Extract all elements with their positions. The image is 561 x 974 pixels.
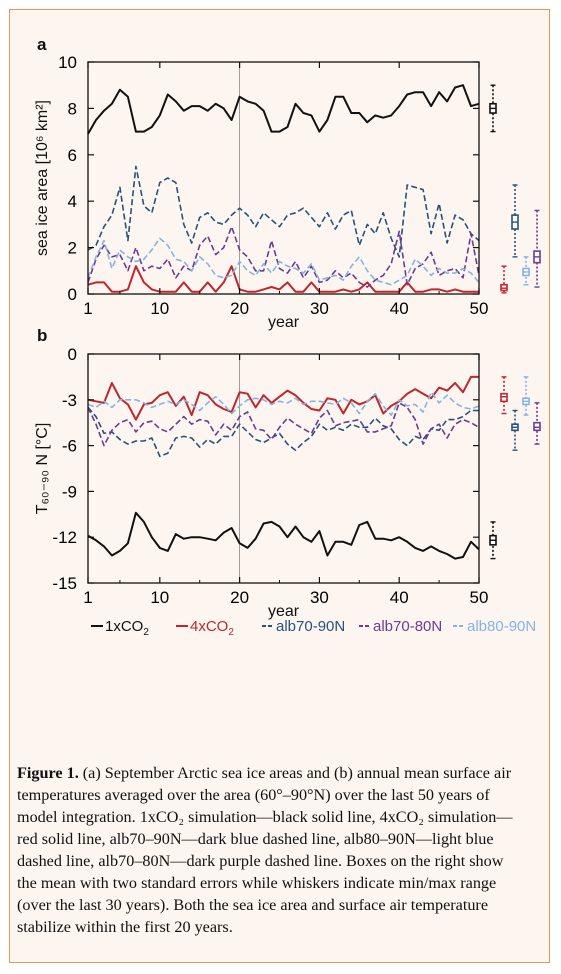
series-line-alb70-80n bbox=[87, 402, 480, 447]
summary-box-1xco2 bbox=[489, 84, 497, 133]
box-se-range bbox=[533, 421, 541, 432]
y-tick-label: 6 bbox=[68, 146, 77, 165]
x-tick-label: 10 bbox=[150, 588, 169, 607]
y-tick-label: 10 bbox=[58, 53, 77, 72]
figure-box bbox=[9, 9, 550, 963]
x-axis-title: year bbox=[268, 314, 300, 331]
y-tick-label: 8 bbox=[68, 99, 77, 118]
legend-entry-alb80-90n: alb80-90N bbox=[453, 618, 536, 635]
y-tick-label: 4 bbox=[68, 192, 77, 211]
x-tick-label: 40 bbox=[390, 299, 409, 318]
panel-a-sea-ice-area: a 1 10 20 30 40 50 0 2 4 6 8 10 year sea ice area [10⁶… bbox=[34, 35, 541, 331]
y-axis-title: sea ice area [10⁶ km²] bbox=[34, 100, 51, 256]
legend: 1xCO2 4xCO2 alb70-90N alb70-80N alb80-90N bbox=[91, 618, 536, 638]
series-line-4xco2 bbox=[87, 375, 479, 421]
y-tick-label: -15 bbox=[52, 574, 77, 593]
summary-box-alb70-80n bbox=[533, 402, 541, 445]
series-line-1xco2 bbox=[87, 511, 480, 560]
summary-box-1xco2 bbox=[489, 521, 497, 560]
series-line-1xco2 bbox=[87, 84, 480, 135]
legend-entry-alb70-80n: alb70-80N bbox=[359, 618, 442, 635]
plot-frame bbox=[87, 353, 480, 584]
y-axis-title: T₆₀₋₉₀ N [°C] bbox=[34, 423, 51, 515]
summary-box-4xco2 bbox=[500, 376, 508, 415]
x-tick-label: 20 bbox=[230, 299, 249, 318]
legend-entry-1xco2: 1xCO2 bbox=[91, 618, 149, 638]
x-tick-label: 1 bbox=[83, 588, 92, 607]
legend-label: 4xCO2 bbox=[190, 618, 234, 638]
box-se-range bbox=[500, 392, 508, 403]
summary-box-alb70-80n bbox=[533, 209, 541, 288]
series-line-4xco2 bbox=[87, 265, 479, 293]
panel-letter-a: a bbox=[37, 35, 47, 54]
legend-label: alb80-90N bbox=[467, 618, 536, 635]
legend-entry-alb70-90n: alb70-90N bbox=[262, 618, 345, 635]
series-line-alb70-90n bbox=[87, 406, 479, 458]
y-tick-label: -3 bbox=[62, 391, 77, 410]
x-axis-title: year bbox=[268, 603, 300, 620]
caption-label: Figure 1. bbox=[17, 764, 79, 782]
x-tick-label: 40 bbox=[390, 588, 409, 607]
y-tick-label: -6 bbox=[62, 437, 77, 456]
x-tick-label: 30 bbox=[310, 588, 329, 607]
legend-label: alb70-80N bbox=[373, 618, 442, 635]
x-tick-label: 10 bbox=[150, 299, 169, 318]
y-tick-label: 2 bbox=[68, 239, 77, 258]
y-tick-label: 0 bbox=[68, 345, 77, 364]
summary-box-4xco2 bbox=[500, 265, 508, 294]
series-line-alb70-80n bbox=[87, 225, 480, 288]
legend-label: 1xCO2 bbox=[105, 618, 149, 638]
summary-box-alb70-90n bbox=[511, 184, 519, 258]
legend-label: alb70-90N bbox=[276, 618, 345, 635]
panel-letter-b: b bbox=[37, 326, 47, 345]
panel-b-temperature: b 1 10 20 30 40 50 -15 -12 -9 -6 -3 0 year T₆₀₋₉₀ N [°… bbox=[34, 326, 541, 620]
x-tick-label: 50 bbox=[470, 588, 489, 607]
caption-text: (a) September Arctic sea ice areas and (… bbox=[17, 764, 513, 936]
y-tick-label: -12 bbox=[52, 528, 77, 547]
x-tick-label: 30 bbox=[310, 299, 329, 318]
figure-caption: Figure 1. (a) September Arctic sea ice a… bbox=[17, 762, 527, 938]
legend-entry-4xco2: 4xCO2 bbox=[176, 618, 234, 638]
summary-box-alb80-90n bbox=[522, 376, 530, 416]
summary-box-alb70-90n bbox=[511, 409, 519, 451]
y-tick-label: 0 bbox=[68, 285, 77, 304]
x-tick-label: 20 bbox=[230, 588, 249, 607]
x-tick-label: 50 bbox=[470, 299, 489, 318]
series-line-alb80-90n bbox=[87, 391, 480, 416]
series-line-alb80-90n bbox=[87, 237, 480, 286]
series-line-alb70-90n bbox=[87, 165, 480, 258]
plot-frame bbox=[87, 61, 480, 295]
y-tick-label: -9 bbox=[62, 482, 77, 501]
x-tick-label: 1 bbox=[83, 299, 92, 318]
summary-box-alb80-90n bbox=[522, 256, 530, 286]
